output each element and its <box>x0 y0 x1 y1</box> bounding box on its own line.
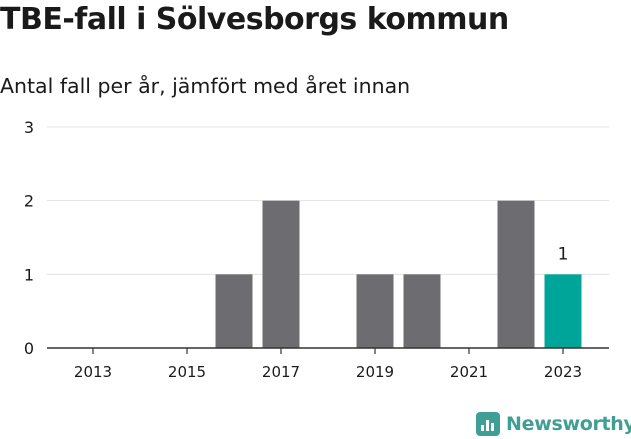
y-tick-label: 2 <box>24 192 34 211</box>
data-labels: 1 <box>558 244 569 264</box>
y-tick-label: 0 <box>24 339 34 358</box>
brand-name: Newsworthy <box>506 413 631 435</box>
bar <box>403 274 441 348</box>
data-label: 1 <box>558 244 569 264</box>
chart-subtitle: Antal fall per år, jämfört med året inna… <box>0 74 411 98</box>
bar <box>497 200 535 348</box>
x-tick-label: 2015 <box>168 363 206 381</box>
y-axis-ticks: 0 1 2 3 <box>24 118 34 358</box>
brand-logo: Newsworthy <box>476 409 631 439</box>
x-tick-label: 2019 <box>356 363 394 381</box>
bar <box>356 274 394 348</box>
x-tick-label: 2013 <box>74 363 112 381</box>
bar <box>215 274 253 348</box>
x-axis-ticks: 2013 2015 2017 2019 2021 2023 <box>74 348 582 381</box>
x-tick-label: 2017 <box>262 363 300 381</box>
y-tick-label: 1 <box>24 265 34 284</box>
bar <box>262 200 300 348</box>
x-tick-label: 2021 <box>450 363 488 381</box>
chart-title: TBE-fall i Sölvesborgs kommun <box>0 2 509 37</box>
bars <box>215 200 582 348</box>
y-tick-label: 3 <box>24 118 34 137</box>
bar-highlight <box>544 274 582 348</box>
newsworthy-icon <box>476 412 500 436</box>
x-tick-label: 2023 <box>544 363 582 381</box>
